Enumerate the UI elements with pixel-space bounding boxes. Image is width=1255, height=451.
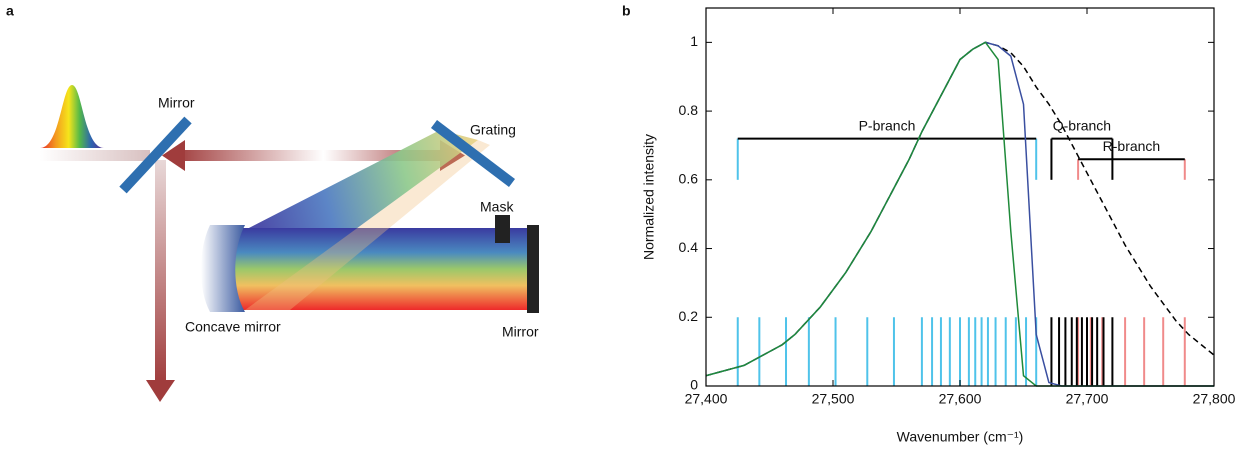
mirror [119,116,192,194]
label: Grating [470,122,516,138]
arrow-head [146,380,175,402]
x-tick-label: 27,700 [1066,391,1109,407]
output-beam [155,160,166,385]
mask [495,215,510,243]
y-tick-label: 0 [690,377,698,393]
concave-mirror [201,225,245,312]
branch-label: Q-branch [1053,117,1111,133]
panel-label: a [6,3,14,19]
x-tick-label: 27,800 [1193,391,1236,407]
y-axis-label: Normalized intensity [641,134,657,260]
x-tick-label: 27,400 [685,391,728,407]
x-axis-label: Wavenumber (cm⁻¹) [897,429,1024,445]
branch-label: R-branch [1103,138,1161,154]
y-tick-label: 0.8 [679,102,699,118]
input-beam [40,150,150,161]
input-spectrum [40,85,104,148]
panel-label: b [622,3,631,19]
label: Mirror [158,95,195,111]
x-tick-label: 27,500 [812,391,855,407]
double-arrow [175,150,445,161]
grating [430,120,516,187]
beam-overlay [245,140,490,310]
y-tick-label: 0.2 [679,308,699,324]
end-mirror [527,225,539,313]
x-tick-label: 27,600 [939,391,982,407]
arrow-head [162,140,185,171]
y-tick-label: 1 [690,33,698,49]
spectrum-band [232,228,527,310]
diagram: a Mirror Grating Mask Concave mirror Mir… [6,3,539,402]
branch-label: P-branch [859,117,916,133]
label: Mask [480,199,514,215]
y-tick-label: 0.6 [679,171,699,187]
label: Concave mirror [185,319,281,335]
label: Mirror [502,324,539,340]
y-tick-label: 0.4 [679,239,699,255]
